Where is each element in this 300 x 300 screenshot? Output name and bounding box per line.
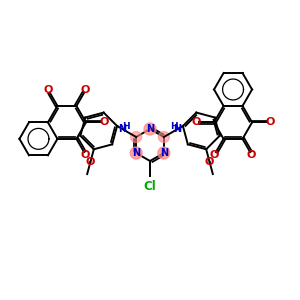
Circle shape — [130, 131, 142, 142]
Text: N: N — [173, 124, 181, 134]
Text: N: N — [118, 124, 127, 134]
Text: O: O — [266, 117, 275, 128]
Text: O: O — [210, 150, 219, 160]
Text: O: O — [205, 157, 214, 167]
Text: Cl: Cl — [144, 180, 156, 193]
Text: O: O — [44, 85, 53, 95]
Text: N: N — [132, 148, 140, 158]
Circle shape — [144, 123, 156, 135]
Text: O: O — [191, 117, 200, 128]
Text: O: O — [86, 157, 95, 167]
Text: N: N — [146, 124, 154, 134]
Text: O: O — [100, 117, 109, 128]
Text: O: O — [247, 150, 256, 160]
Text: O: O — [81, 150, 90, 160]
Text: N: N — [160, 148, 168, 158]
Text: H: H — [122, 122, 129, 131]
Text: O: O — [81, 85, 90, 95]
Circle shape — [130, 147, 142, 159]
Circle shape — [158, 147, 170, 159]
Text: H: H — [171, 122, 178, 131]
Circle shape — [158, 131, 169, 142]
